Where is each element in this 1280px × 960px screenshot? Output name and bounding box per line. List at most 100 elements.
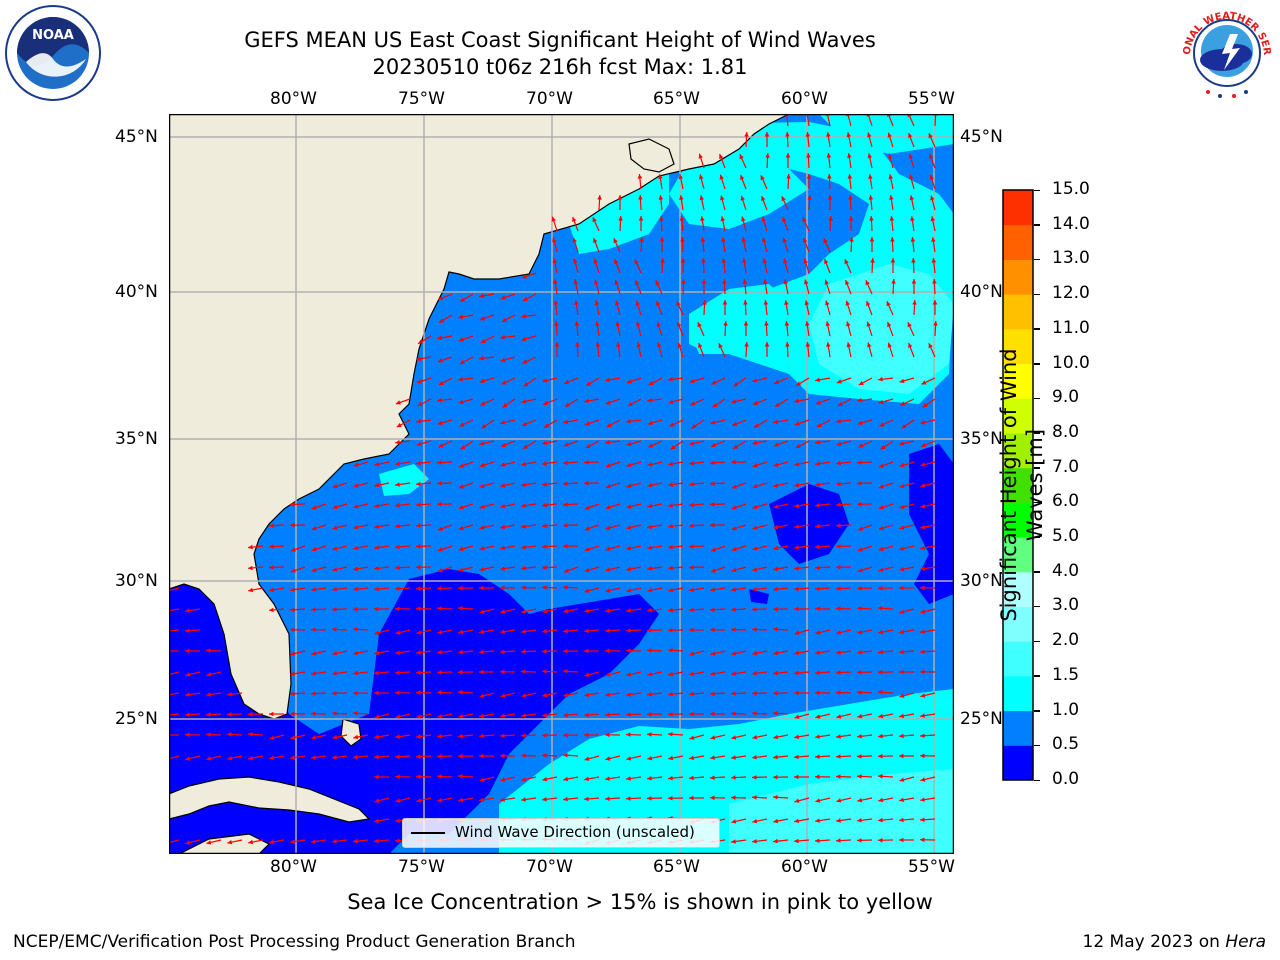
wave-direction-arrowhead: [647, 732, 652, 737]
wave-direction-arrowhead: [899, 649, 904, 655]
wave-direction-arrowhead: [395, 461, 400, 466]
wave-direction-arrowhead: [185, 712, 190, 717]
wave-direction-arrowhead: [911, 279, 917, 284]
wave-direction-arrowhead: [374, 774, 379, 780]
wave-direction-arrowhead: [500, 335, 505, 340]
colorbar: [1002, 189, 1034, 781]
graticule: [169, 114, 954, 854]
wave-direction-arrowhead: [773, 795, 778, 800]
wave-direction-arrowhead: [920, 693, 926, 698]
wave-direction-arrowhead: [740, 175, 745, 180]
wave-direction-arrowhead: [374, 503, 379, 509]
wave-direction-arrowhead: [689, 671, 694, 677]
wave-direction-arrowhead: [395, 400, 401, 405]
wave-direction-arrowhead: [521, 629, 526, 634]
wave-direction-arrowhead: [563, 568, 569, 573]
lon-tick-top-75w: 75°W: [398, 89, 445, 109]
wave-direction-arrowhead: [668, 565, 673, 571]
wave-direction-arrowhead: [521, 609, 527, 614]
wave-direction-arrowhead: [764, 342, 770, 347]
wave-direction-arrowhead: [542, 565, 547, 570]
wave-direction-arrowhead: [437, 358, 443, 363]
wave-direction-arrowhead: [659, 216, 664, 221]
wave-direction-arrowhead: [845, 300, 850, 306]
wave-direction-arrowhead: [710, 481, 715, 486]
wave-direction-arrowhead: [637, 174, 643, 179]
wave-direction-arrowhead: [911, 258, 916, 263]
wave-direction-arrowhead: [521, 693, 527, 698]
wave-direction-arrowhead: [553, 300, 559, 305]
wave-direction-arrowhead: [500, 566, 505, 571]
wave-direction-arrowhead: [572, 217, 577, 222]
wave-direction-arrowhead: [634, 259, 639, 265]
wave-direction-arrowhead: [460, 297, 466, 302]
wave-direction-arrowhead: [437, 398, 442, 403]
wave-direction-arrowhead: [878, 525, 884, 531]
wave-direction-arrowhead: [689, 544, 694, 549]
wave-direction-arrowhead: [626, 756, 632, 761]
wave-direction-arrowhead: [804, 300, 809, 306]
wave-direction-arrowhead: [521, 274, 527, 279]
wave-direction-arrowhead: [332, 483, 338, 489]
wave-direction-arrowhead: [752, 775, 757, 780]
wave-direction-arrowhead: [764, 132, 770, 137]
colorbar-band: [1003, 675, 1033, 712]
wave-direction-arrowhead: [815, 714, 821, 719]
wave-direction-arrowhead: [781, 196, 786, 202]
wave-direction-arrowhead: [731, 627, 736, 632]
wave-direction-arrowhead: [647, 628, 652, 633]
wave-direction-arrowhead: [542, 777, 548, 782]
wave-direction-arrowhead: [563, 732, 568, 738]
wave-direction-arrowhead: [743, 300, 748, 305]
wave-direction-arrowhead: [594, 300, 599, 306]
wave-direction-arrowhead: [731, 484, 737, 489]
wave-direction-arrowhead: [857, 798, 863, 803]
lon-tick-bottom-65w: 65°W: [653, 857, 700, 877]
wave-direction-arrowhead: [773, 586, 778, 592]
wave-direction-arrowhead: [417, 401, 423, 406]
wave-direction-arrowhead: [794, 798, 800, 803]
wave-direction-arrowhead: [353, 566, 358, 572]
wave-direction-arrowhead: [857, 650, 862, 655]
wave-direction-arrowhead: [374, 714, 380, 719]
wave-direction-arrowhead: [437, 335, 442, 341]
wave-direction-arrowhead: [867, 132, 872, 138]
wave-direction-arrowhead: [479, 693, 485, 698]
wave-direction-arrowhead: [731, 587, 736, 592]
wave-direction-arrowhead: [752, 691, 757, 696]
colorbar-band: [1003, 363, 1033, 399]
wave-direction-arrowhead: [807, 195, 812, 200]
wave-direction-arrowhead: [563, 776, 569, 782]
wave-direction-arrowhead: [542, 378, 548, 383]
wave-direction-arrowhead: [815, 461, 820, 466]
wave-direction-arrowhead: [458, 733, 463, 739]
wave-direction-arrowhead: [248, 732, 253, 737]
wave-direction-arrowhead: [878, 774, 883, 779]
colorbar-tick-mark: [1034, 467, 1040, 469]
wave-direction-arrowhead: [438, 295, 444, 301]
wave-direction-arrowhead: [825, 300, 830, 306]
wave-direction-arrowhead: [479, 316, 485, 321]
wave-direction-arrowhead: [617, 195, 623, 200]
colorbar-tick-mark: [1034, 675, 1040, 677]
wave-direction-arrowhead: [701, 258, 706, 263]
wave-direction-arrowhead: [206, 672, 212, 677]
wave-direction-arrowhead: [437, 630, 443, 635]
wave-direction-arrowhead: [573, 258, 578, 264]
wave-direction-arrowhead: [803, 238, 808, 243]
wave-direction-arrowhead: [721, 258, 727, 263]
lon-tick-bottom-80w: 80°W: [270, 857, 317, 877]
colorbar-tick-mark: [1034, 293, 1040, 296]
wave-direction-arrowhead: [290, 839, 295, 844]
wave-direction-arrowhead: [910, 237, 916, 242]
wave-direction-arrowhead: [332, 504, 338, 510]
wave-direction-arrow: [169, 839, 180, 844]
wave-direction-arrowhead: [500, 462, 506, 467]
wave-direction-arrowhead: [773, 754, 778, 760]
wave-direction-arrowhead: [698, 153, 703, 159]
wave-direction-arrowhead: [764, 321, 769, 326]
wave-direction-arrowhead: [647, 796, 652, 801]
wave-direction-arrow: [169, 608, 180, 612]
wave-direction-arrowhead: [605, 648, 610, 654]
wave-direction-arrowhead: [806, 153, 811, 158]
